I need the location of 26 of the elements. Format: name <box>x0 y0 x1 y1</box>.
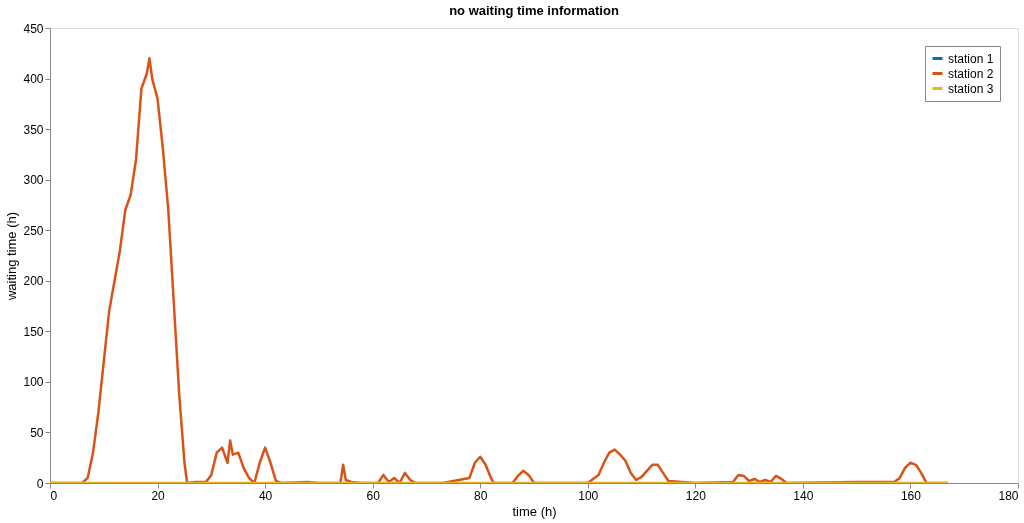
y-tick-label: 450 <box>23 21 44 36</box>
x-tick-label: 80 <box>474 488 488 503</box>
chart-title: no waiting time information <box>449 3 619 18</box>
y-tick-label: 400 <box>23 72 44 87</box>
x-axis-title: time (h) <box>512 503 557 519</box>
legend-label: station 2 <box>948 66 994 81</box>
x-tick-label: 60 <box>366 488 381 503</box>
y-tick-label: 150 <box>23 324 44 339</box>
x-tick-label: 0 <box>50 488 58 503</box>
y-tick-label: 350 <box>23 122 44 137</box>
x-tick-label: 20 <box>151 488 166 503</box>
y-tick-label: 250 <box>23 223 44 238</box>
x-tick-label: 120 <box>685 488 707 503</box>
y-tick-label: 300 <box>23 173 44 188</box>
x-tick-label: 40 <box>258 488 273 503</box>
legend-label: station 3 <box>948 81 994 96</box>
x-tick-label: 140 <box>793 488 814 503</box>
y-tick-label: 200 <box>23 274 44 289</box>
y-tick-label: 0 <box>36 476 44 491</box>
x-tick-label: 160 <box>900 488 922 503</box>
y-tick-label: 100 <box>23 375 44 390</box>
y-tick-label: 50 <box>30 425 44 440</box>
x-tick-label: 100 <box>578 488 599 503</box>
y-axis-title: waiting time (h) <box>4 211 20 302</box>
legend-label: station 1 <box>948 51 994 66</box>
x-tick-label: 180 <box>998 488 1019 503</box>
